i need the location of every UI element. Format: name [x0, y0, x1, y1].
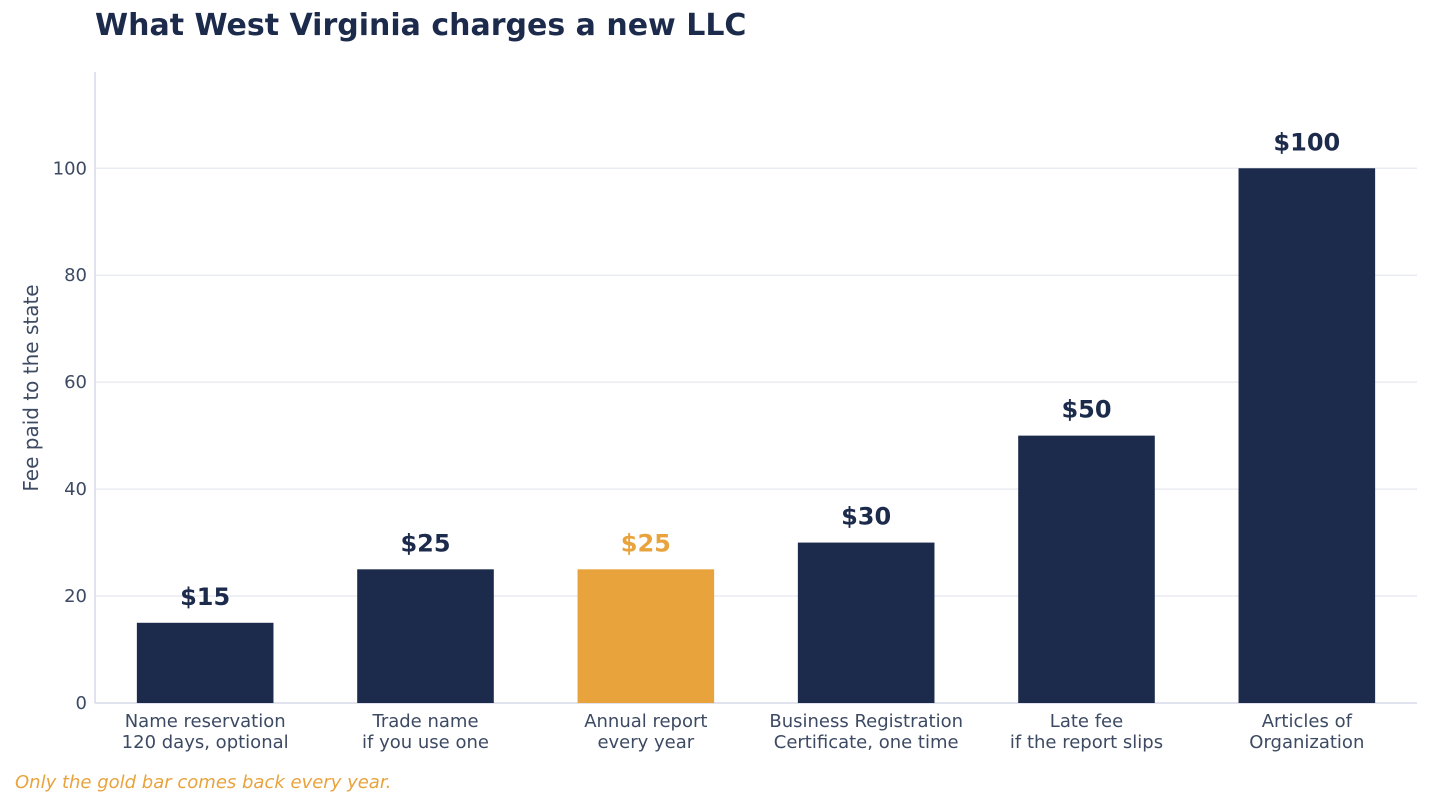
footnote: Only the gold bar comes back every year. — [15, 772, 392, 793]
y-tick-label: 20 — [64, 586, 87, 607]
data-label: $30 — [841, 503, 891, 531]
x-tick-label: Trade name — [371, 711, 478, 732]
bar — [1238, 168, 1376, 703]
data-label: $15 — [180, 583, 230, 611]
bar — [797, 542, 935, 703]
x-tick-label: Organization — [1249, 732, 1364, 753]
chart-title: What West Virginia charges a new LLC — [95, 8, 747, 43]
bar — [1018, 435, 1155, 703]
x-tick-label: 120 days, optional — [122, 732, 289, 753]
data-label: $50 — [1061, 396, 1111, 424]
data-label: $100 — [1273, 128, 1340, 156]
x-tick-label: if you use one — [362, 732, 489, 753]
y-tick-label: 100 — [53, 158, 87, 179]
y-tick-label: 80 — [64, 265, 87, 286]
data-label: $25 — [400, 529, 450, 557]
y-tick-label: 0 — [76, 693, 87, 714]
bar — [357, 569, 494, 703]
x-tick-label: if the report slips — [1010, 732, 1163, 753]
y-tick-label: 40 — [64, 479, 87, 500]
bar — [577, 569, 715, 703]
data-label: $25 — [621, 529, 671, 557]
x-tick-label: Certificate, one time — [774, 732, 959, 753]
x-tick-label: Articles of — [1262, 711, 1353, 732]
x-tick-label: every year — [597, 732, 694, 753]
y-tick-label: 60 — [64, 372, 87, 393]
bar — [136, 622, 274, 703]
x-tick-label: Late fee — [1050, 711, 1123, 732]
x-tick-label: Annual report — [584, 711, 707, 732]
x-tick-label: Business Registration — [769, 711, 963, 732]
x-tick-label: Name reservation — [125, 711, 286, 732]
